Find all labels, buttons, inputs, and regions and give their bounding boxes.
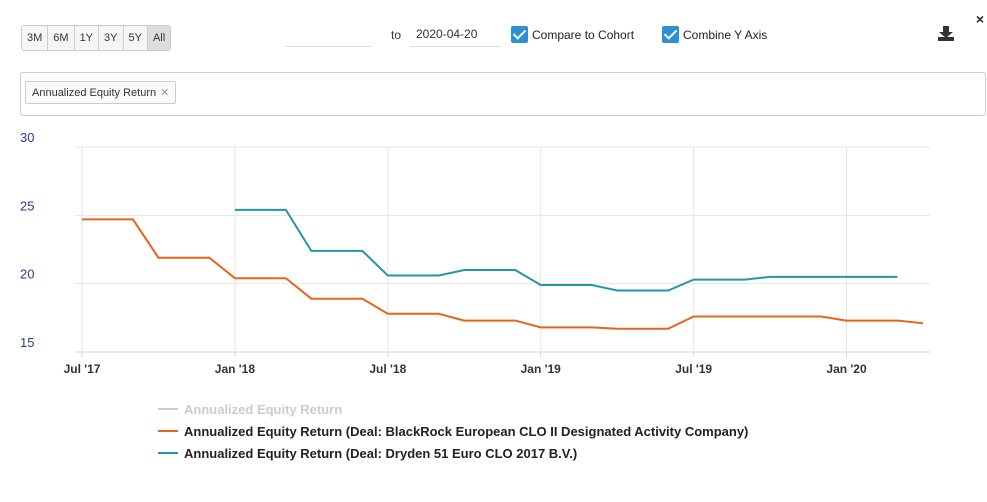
download-icon[interactable] <box>938 26 954 41</box>
tag-box: Annualized Equity Return ✕ <box>20 72 986 116</box>
x-tick-label: Jul '17 <box>64 362 101 376</box>
range-button[interactable]: All <box>147 26 171 50</box>
to-label: to <box>391 28 402 42</box>
checkbox-box[interactable] <box>662 26 679 43</box>
y-tick-label: 30 <box>20 130 34 145</box>
icon-part <box>938 37 954 41</box>
legend-label: Annualized Equity Return (Deal: BlackRoc… <box>184 424 748 439</box>
checkbox[interactable]: Combine Y Axis <box>662 26 767 43</box>
tag-label: Annualized Equity Return <box>32 87 157 99</box>
range-button[interactable]: 3Y <box>99 26 124 50</box>
start-date-input[interactable] <box>285 26 372 47</box>
tag-remove[interactable]: ✕ <box>160 87 170 99</box>
end-date-input[interactable]: 2020-04-20 <box>410 26 501 47</box>
checkbox-label: Compare to Cohort <box>532 27 635 42</box>
range-button[interactable]: 5Y <box>123 26 148 50</box>
x-tick-label: Jan '18 <box>215 362 256 376</box>
range-button[interactable]: 3M <box>22 26 49 50</box>
checkbox[interactable]: Compare to Cohort <box>511 26 634 43</box>
series-line <box>82 218 924 330</box>
close-button[interactable]: × <box>976 11 984 27</box>
checkbox-box[interactable] <box>511 26 528 43</box>
legend-label: Annualized Equity Return (Deal: Dryden 5… <box>184 446 577 461</box>
series-line <box>234 208 898 292</box>
y-tick-label: 25 <box>20 198 34 213</box>
x-tick-label: Jul '19 <box>675 362 712 376</box>
checkbox-label: Combine Y Axis <box>683 27 768 42</box>
range-button[interactable]: 1Y <box>74 26 100 50</box>
legend-label: Annualized Equity Return <box>184 402 342 417</box>
x-tick-label: Jan '19 <box>521 362 562 376</box>
y-tick-label: 15 <box>20 335 34 350</box>
range-button[interactable]: 6M <box>48 26 75 50</box>
tag: Annualized Equity Return ✕ <box>25 81 177 104</box>
x-tick-label: Jan '20 <box>826 362 867 376</box>
y-tick-label: 20 <box>20 267 34 282</box>
range-buttons: 3M 6M 1Y 3Y 5Y All <box>21 25 172 51</box>
icon-part <box>939 26 953 38</box>
x-tick-label: Jul '18 <box>369 362 406 376</box>
